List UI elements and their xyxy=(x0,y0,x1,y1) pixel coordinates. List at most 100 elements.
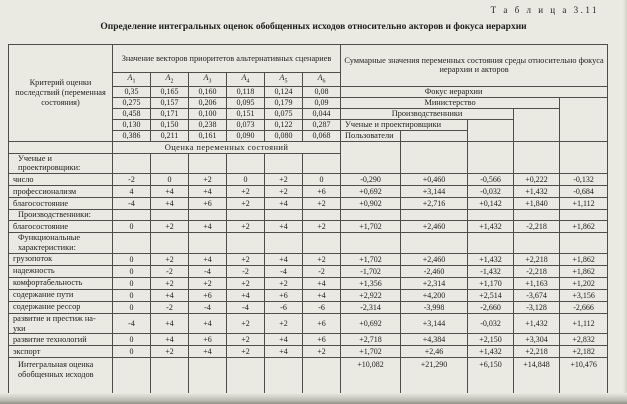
value-cell: +4 xyxy=(150,312,189,335)
sum-cell: -0,290 xyxy=(340,173,402,187)
data-row: благосостояние 0 +2 +4 +2 +4 +2 +1,702 +2,460 +1,… xyxy=(8,220,609,234)
value-cell: 0 xyxy=(112,264,151,278)
sum-cell: +2,46 xyxy=(400,345,469,359)
priority-cell: 0,080 xyxy=(264,129,303,142)
value-cell: +2 xyxy=(226,312,265,335)
value-cell: -2 xyxy=(301,264,342,278)
value-cell xyxy=(112,357,151,397)
empty-cell xyxy=(340,140,402,175)
value-cell: +2 xyxy=(226,276,265,290)
priority-cell: 0,386 xyxy=(112,129,151,142)
sum-cell xyxy=(559,209,609,222)
value-cell xyxy=(226,357,265,397)
value-cell xyxy=(301,232,342,254)
page-edge-shadow xyxy=(0,393,627,404)
value-cell: +4 xyxy=(264,197,303,211)
priority-stair-row: 0,275 0,157 0,206 0,095 0,179 0,09 Министерств… xyxy=(9,96,609,142)
value-cell: +2 xyxy=(301,345,342,359)
sum-cell: +14,848 xyxy=(513,357,561,397)
value-cell: +2 xyxy=(264,276,303,290)
priorities-header-cell: Значение векторов приоритетов альтернати… xyxy=(111,44,342,73)
sum-cell: +4,384 xyxy=(400,333,469,347)
sum-cell: +4,200 xyxy=(400,288,469,302)
sum-cell: -0,032 xyxy=(467,312,515,335)
sum-cell xyxy=(513,209,561,222)
value-cell: +6 xyxy=(264,288,303,302)
priority-cell: 0,165 xyxy=(150,85,189,98)
empty-cell xyxy=(400,129,469,142)
sum-cell: +1,862 xyxy=(559,264,609,278)
sum-cell: +0,902 xyxy=(340,197,402,211)
value-cell: +2 xyxy=(226,333,265,347)
sum-cell: +2,460 xyxy=(400,252,469,266)
priority-cell: 0,08 xyxy=(301,85,342,98)
value-cell: +4 xyxy=(188,345,227,359)
sum-cell: -2,314 xyxy=(340,300,402,314)
sum-cell xyxy=(340,232,402,254)
priority-cell: 0,238 xyxy=(188,118,227,131)
group-row: Производственники: xyxy=(8,209,609,222)
row-label: содержание пути xyxy=(8,288,113,302)
value-cell xyxy=(112,152,151,175)
sum-cell: +2,150 xyxy=(467,333,515,347)
state-subheader: Оценка переменных состояний xyxy=(111,140,342,154)
value-cell xyxy=(112,232,151,254)
sum-cell: -0,566 xyxy=(467,173,515,187)
value-cell xyxy=(301,152,342,175)
value-cell: -4 xyxy=(226,300,265,314)
sum-cell: +1,432 xyxy=(467,252,515,266)
data-row: экспорт 0 +2 +4 +2 +4 +2 +1,702 +2,46 +1,432 +2,21… xyxy=(8,345,609,359)
sum-cell: -1,432 xyxy=(467,264,515,278)
value-cell: +4 xyxy=(264,252,303,266)
value-cell: 0 xyxy=(226,173,265,187)
priority-cell: 0,044 xyxy=(301,107,342,120)
value-cell xyxy=(226,152,265,175)
value-cell xyxy=(264,357,303,397)
value-cell: 0 xyxy=(112,276,151,290)
priority-cell: 0,275 xyxy=(112,96,151,109)
empty-cell xyxy=(513,140,561,175)
value-cell: 4 xyxy=(112,185,151,199)
sum-cell: +2,922 xyxy=(340,288,402,302)
sum-cell: +6,150 xyxy=(467,357,515,397)
row-label: Ученые и проектировщики: xyxy=(8,152,113,175)
value-cell: +2 xyxy=(301,220,342,234)
data-row: грузопоток 0 +2 +4 +2 +4 +2 +1,702 +2,460 +1,432 +… xyxy=(8,252,609,266)
value-cell: 0 xyxy=(112,220,151,234)
value-cell: +4 xyxy=(188,185,227,199)
sum-cell: -2,660 xyxy=(467,300,515,314)
value-cell: 0 xyxy=(301,173,342,187)
sum-cell: +3,144 xyxy=(400,185,469,199)
value-cell: +6 xyxy=(301,312,342,335)
sum-cell: +1,356 xyxy=(340,276,402,290)
sum-cell: +2,218 xyxy=(513,252,561,266)
sum-cell: +2,514 xyxy=(467,288,515,302)
stair-label: Фокус иерархии xyxy=(340,85,609,98)
value-cell xyxy=(264,152,303,175)
scenario-label: A5 xyxy=(264,72,303,87)
value-cell: +4 xyxy=(264,220,303,234)
scenario-label: A1 xyxy=(112,72,151,87)
sum-cell: +0,692 xyxy=(340,185,402,199)
value-cell: +4 xyxy=(301,288,342,302)
sum-cell: +2,314 xyxy=(400,276,469,290)
value-cell xyxy=(226,232,265,254)
stair-label: Производственники xyxy=(340,107,515,120)
row-label: комфортабельность xyxy=(8,276,113,290)
empty-cell xyxy=(400,140,469,175)
value-cell: -2 xyxy=(112,173,151,187)
priority-cell: 0,179 xyxy=(264,96,303,109)
results-table: Критерий оценки последствий (переменная … xyxy=(8,44,609,397)
value-cell xyxy=(188,152,227,175)
priority-cell: 0,287 xyxy=(301,118,342,131)
value-cell: +2 xyxy=(264,185,303,199)
sum-cell: +0,222 xyxy=(513,173,561,187)
row-label: число xyxy=(8,173,113,187)
sum-cell: -0,684 xyxy=(559,185,609,199)
value-cell: +2 xyxy=(264,312,303,335)
sum-cell xyxy=(559,232,609,254)
row-label: Производственники: xyxy=(8,209,113,222)
group-row: Функциональные характеристики: xyxy=(8,232,609,254)
row-label: содержание рессор xyxy=(8,300,113,314)
value-cell: +4 xyxy=(150,333,189,347)
